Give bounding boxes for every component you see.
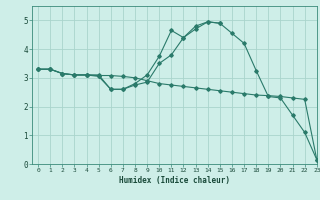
X-axis label: Humidex (Indice chaleur): Humidex (Indice chaleur) (119, 176, 230, 185)
